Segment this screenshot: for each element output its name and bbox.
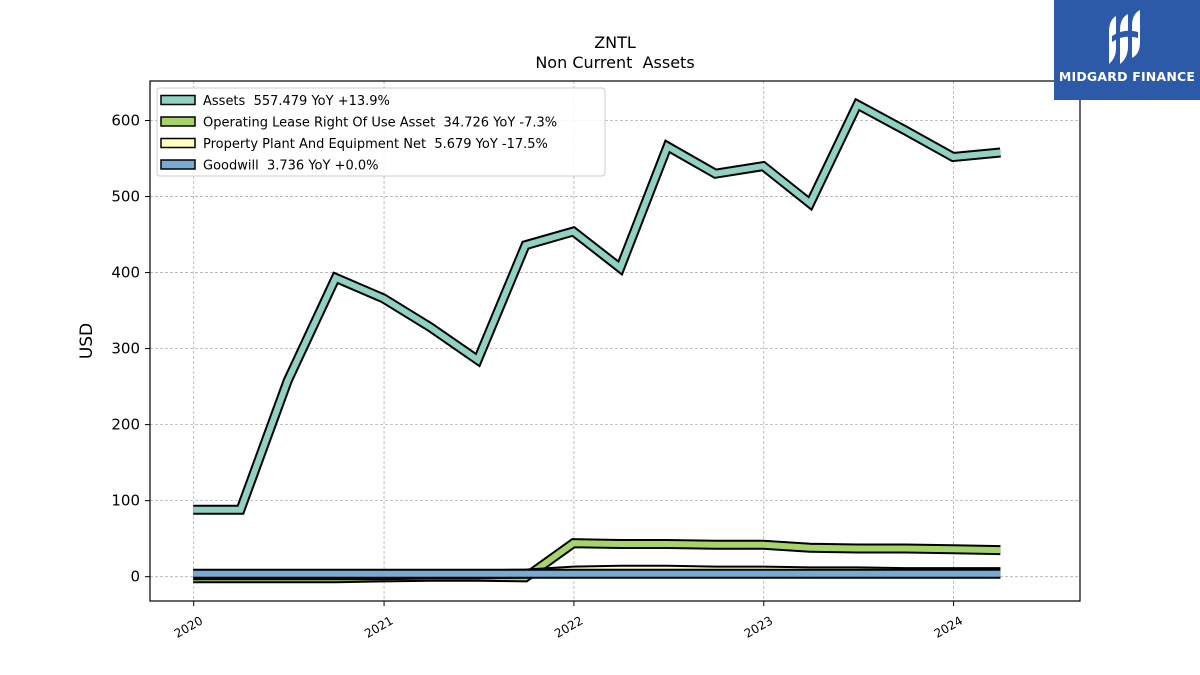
- chart-subtitle: Non Current Assets: [535, 53, 694, 72]
- legend-label: Operating Lease Right Of Use Asset 34.72…: [203, 116, 557, 131]
- x-tick-label: 2023: [742, 613, 775, 640]
- brand-logo: MIDGARD FINANCE: [1054, 0, 1200, 100]
- y-tick-label: 300: [111, 340, 140, 358]
- y-axis-label: USD: [77, 323, 97, 359]
- legend-swatch: [160, 116, 196, 127]
- logo-text: MIDGARD FINANCE: [1058, 69, 1196, 84]
- y-tick-label: 400: [111, 264, 140, 282]
- series-layer: [193, 97, 1001, 584]
- x-axis: 2020 2021 2022 2023 2024: [172, 601, 965, 641]
- logo-mark-icon: [1109, 10, 1140, 64]
- y-tick-label: 100: [111, 492, 140, 510]
- x-tick-label: 2020: [172, 613, 205, 640]
- y-tick-label: 500: [111, 188, 140, 206]
- legend-box: [156, 87, 606, 177]
- legend: Assets 557.479 YoY +13.9% Operating Lease…: [156, 87, 606, 177]
- chart-title: ZNTL: [594, 33, 636, 52]
- legend-label: Property Plant And Equipment Net 5.679 Y…: [203, 137, 548, 152]
- plot-frame: [149, 80, 1081, 602]
- series-line: [193, 100, 1001, 513]
- legend-swatch: [160, 159, 196, 170]
- y-tick-label: 600: [111, 112, 140, 130]
- series-goodwill: [193, 568, 1001, 579]
- y-tick-label: 200: [111, 416, 140, 434]
- x-tick-label: 2021: [362, 613, 395, 640]
- series-assets: [193, 97, 1001, 515]
- legend-swatch: [160, 137, 196, 149]
- x-tick-label: 2022: [552, 613, 585, 640]
- legend-label: Goodwill 3.736 YoY +0.0%: [203, 159, 378, 174]
- y-tick-label: 0: [130, 568, 140, 586]
- x-tick-label: 2024: [932, 613, 965, 640]
- legend-swatch: [160, 94, 196, 106]
- y-axis: 0 100 200 300 400 500 600: [111, 112, 150, 586]
- legend-label: Assets 557.479 YoY +13.9%: [203, 94, 390, 109]
